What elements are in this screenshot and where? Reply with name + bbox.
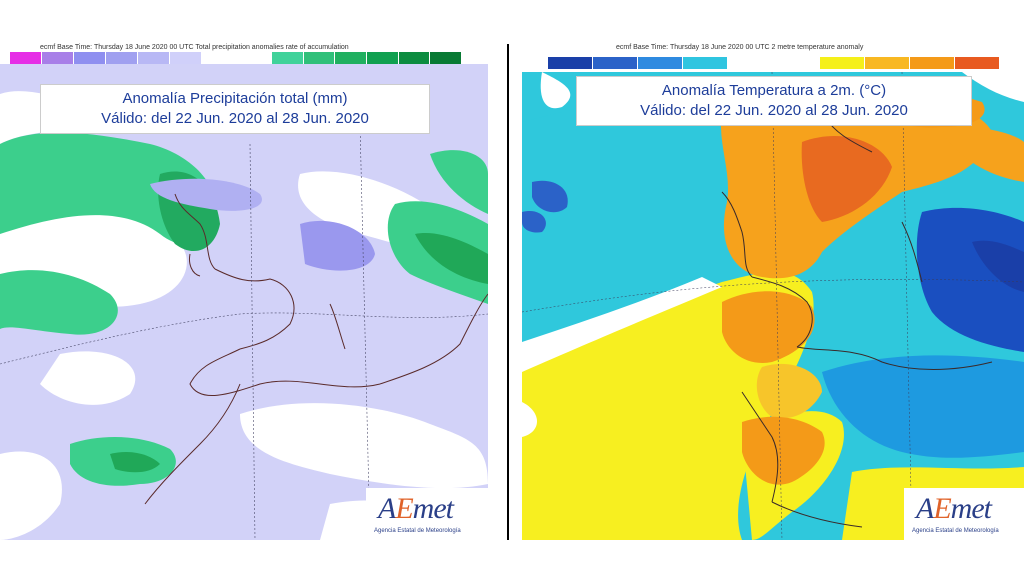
precipitation-title: Anomalía Precipitación total (mm) [122, 90, 348, 107]
temperature-validity: Válido: del 22 Jun. 2020 al 28 Jun. 2020 [640, 102, 908, 119]
right-colorbar-swatch [910, 57, 955, 69]
left-colorbar-negative [10, 52, 202, 64]
right-colorbar-swatch [955, 57, 1000, 69]
aemet-logo-wordmark: AEmet [378, 492, 454, 525]
precipitation-title-box: Anomalía Precipitación total (mm) Válido… [40, 84, 430, 134]
right-colorbar-swatch [683, 57, 728, 69]
left-colorbar-swatch [303, 52, 336, 64]
right-colorbar-swatch [865, 57, 910, 69]
aemet-logo-subtitle: Agencia Estatal de Meteorología [912, 528, 999, 534]
left-colorbar-swatch [10, 52, 42, 64]
right-colorbar-swatch [820, 57, 865, 69]
right-map-header: ecmf Base Time: Thursday 18 June 2020 00… [616, 44, 864, 51]
right-colorbar-swatch [593, 57, 638, 69]
left-colorbar-swatch [42, 52, 74, 64]
aemet-logo-right: AEmet Agencia Estatal de Meteorología [904, 488, 1024, 540]
left-colorbar-swatch [430, 52, 463, 64]
left-colorbar-swatch [138, 52, 170, 64]
right-colorbar-swatch [638, 57, 683, 69]
left-colorbar-swatch [367, 52, 399, 64]
left-colorbar-swatch [74, 52, 106, 64]
precipitation-map-graphic [0, 64, 488, 540]
left-map-header: ecmf Base Time: Thursday 18 June 2020 00… [40, 44, 349, 51]
temperature-anomaly-map: Anomalía Temperatura a 2m. (°C) Válido: … [522, 72, 1024, 540]
aemet-logo-left: AEmet Agencia Estatal de Meteorología [366, 488, 488, 540]
temperature-title: Anomalía Temperatura a 2m. (°C) [661, 82, 887, 99]
aemet-logo-subtitle: Agencia Estatal de Meteorología [374, 528, 461, 534]
left-colorbar-swatch [272, 52, 304, 64]
temperature-title-box: Anomalía Temperatura a 2m. (°C) Válido: … [576, 76, 972, 126]
right-colorbar-positive [820, 57, 1000, 69]
precipitation-anomaly-map: Anomalía Precipitación total (mm) Válido… [0, 64, 488, 540]
left-colorbar-swatch [170, 52, 202, 64]
left-colorbar-swatch [398, 52, 431, 64]
temperature-map-graphic [522, 72, 1024, 540]
left-colorbar-positive [272, 52, 463, 64]
aemet-logo-wordmark: AEmet [916, 492, 992, 525]
right-colorbar-swatch [548, 57, 593, 69]
left-colorbar-swatch [106, 52, 138, 64]
left-colorbar-swatch [335, 52, 368, 64]
right-colorbar-negative [548, 57, 728, 69]
precipitation-validity: Válido: del 22 Jun. 2020 al 28 Jun. 2020 [101, 110, 369, 127]
panel-divider [507, 44, 509, 540]
